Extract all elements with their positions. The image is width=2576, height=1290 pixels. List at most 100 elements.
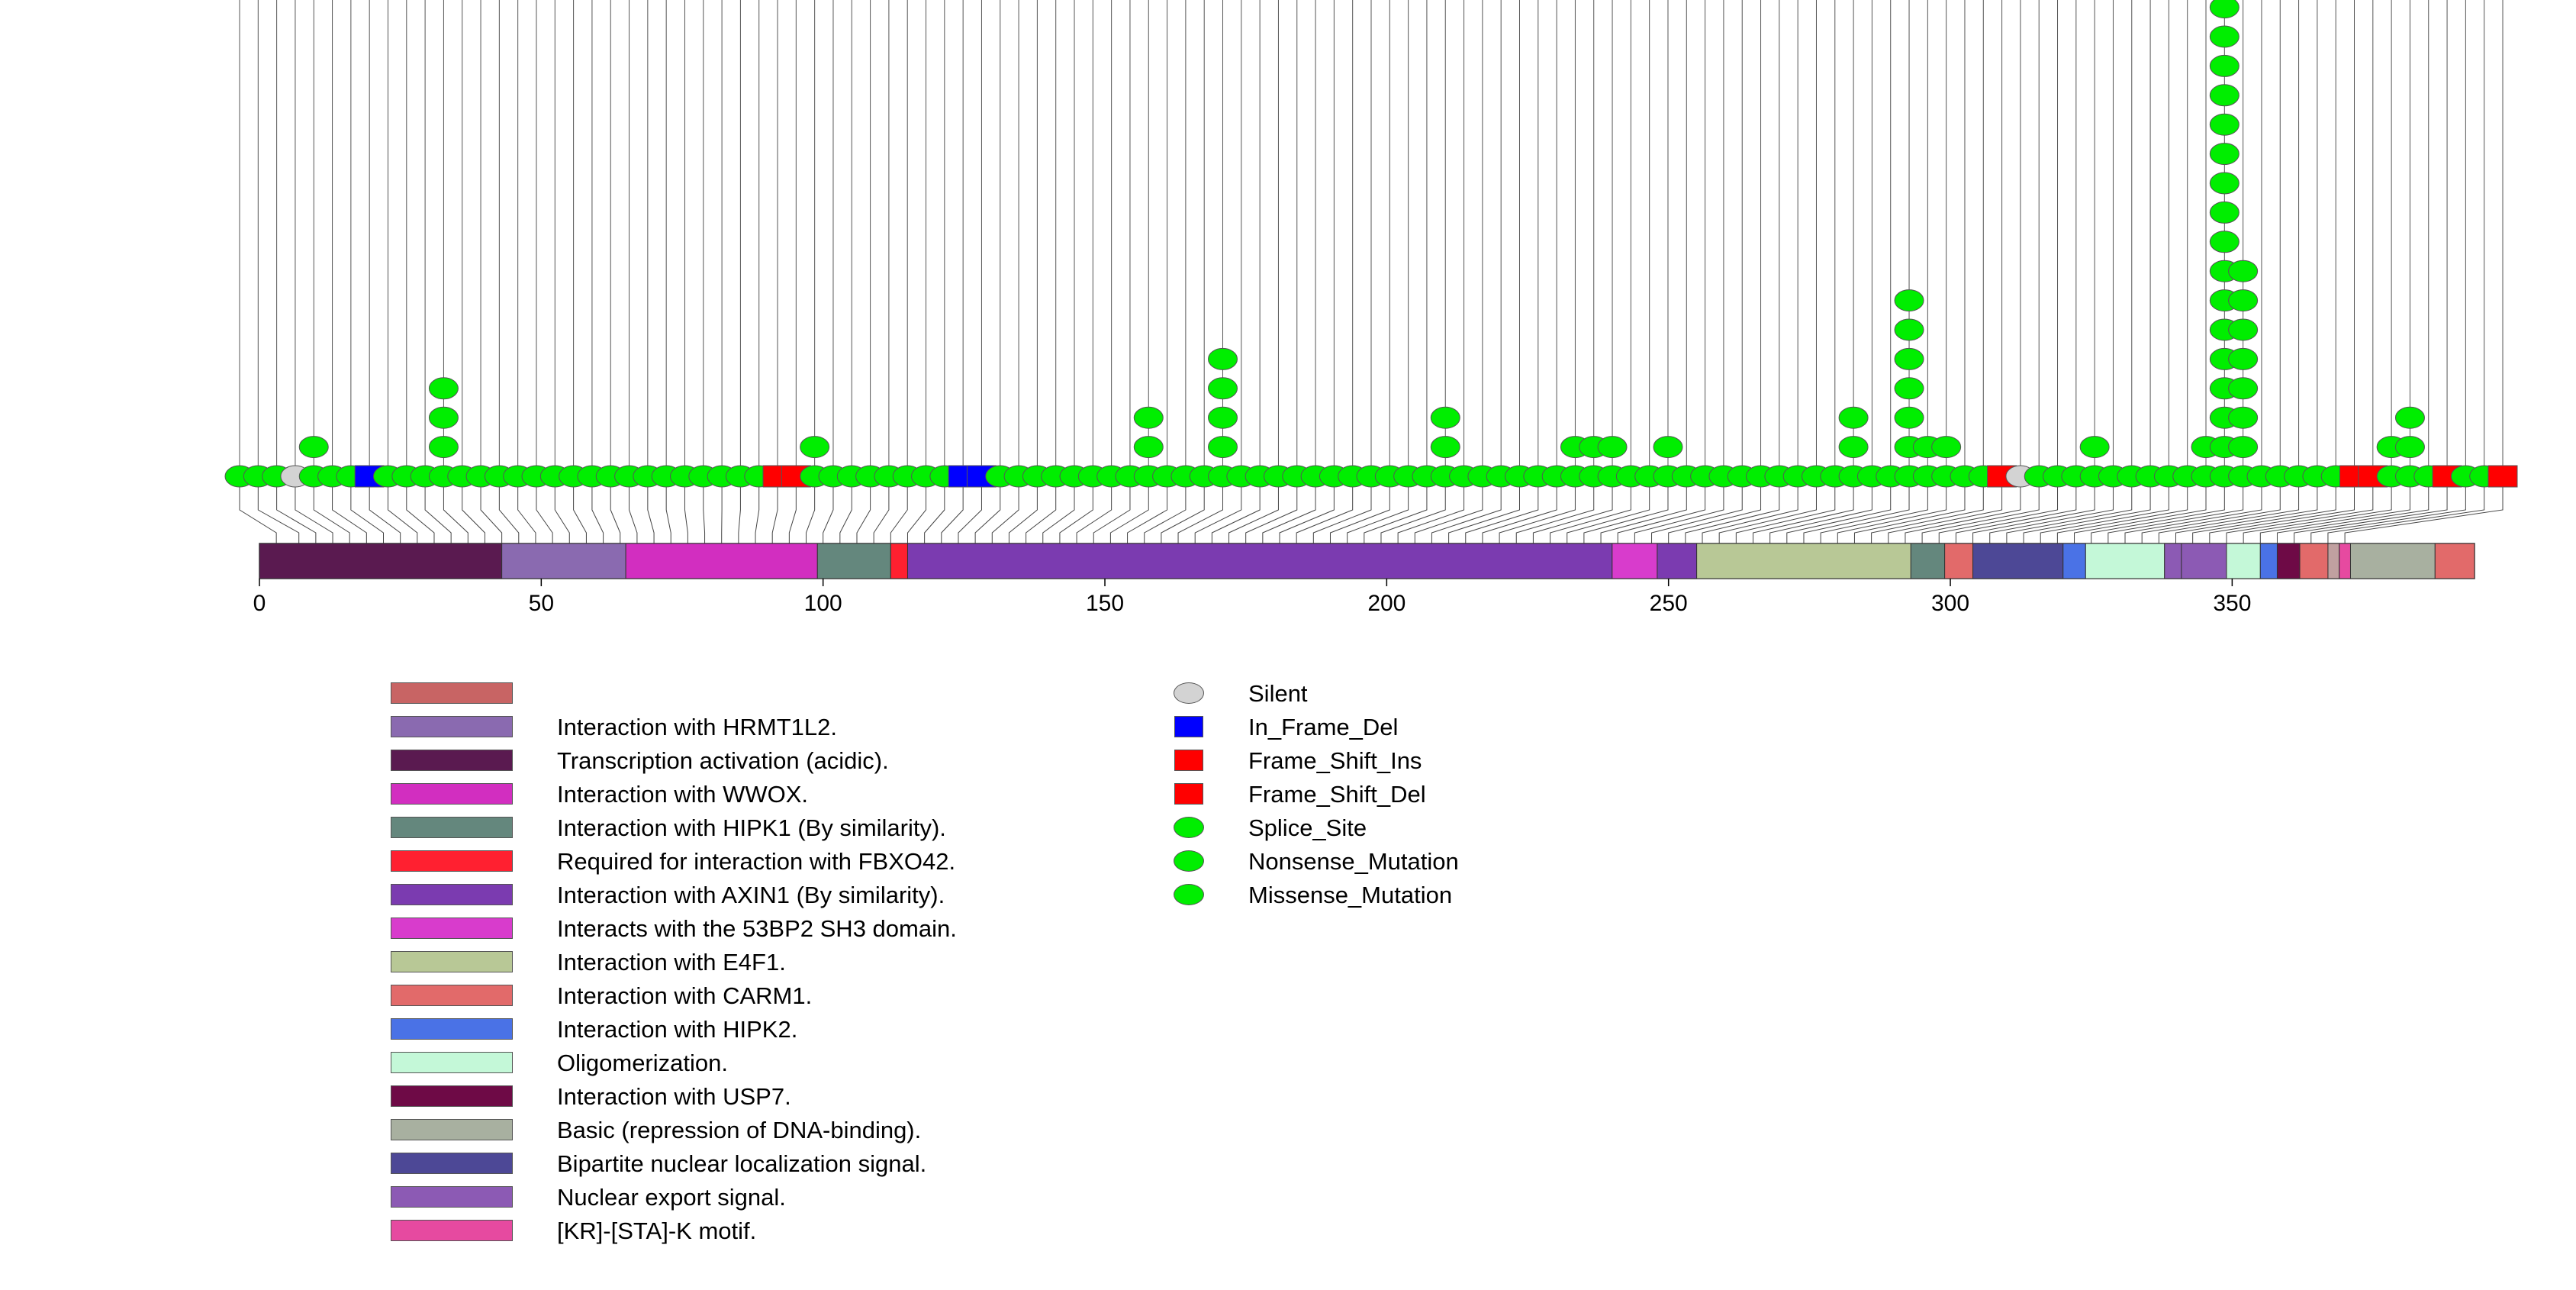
domain-legend-label-10: Interaction with HIPK2. [557, 1016, 798, 1043]
mutation-mark-53-4 [1208, 347, 1238, 370]
domain-legend-swatch-7 [391, 918, 513, 939]
mutation-mark-108-3 [2228, 377, 2259, 400]
domain-6 [1612, 543, 1658, 579]
mutation-legend-icon-1 [1174, 715, 1204, 738]
domain-legend-swatch-9 [391, 985, 513, 1006]
domain-17 [2259, 543, 2278, 579]
domain-10 [1944, 543, 1974, 579]
x-tick-label-7: 350 [2213, 591, 2251, 616]
domain-11 [1972, 543, 2064, 579]
domain-21 [2339, 543, 2351, 579]
domain-legend-swatch-8 [391, 951, 513, 972]
mutation-mark-90-5 [1894, 318, 1924, 341]
mutation-mark-107-11 [2209, 143, 2240, 166]
mutation-mark-90-6 [1894, 289, 1924, 312]
mutation-mark-90-3 [1894, 377, 1924, 400]
mutation-mark-108-2 [2228, 406, 2259, 429]
mutation-mark-65-1 [1430, 436, 1460, 459]
mutation-mark-87-2 [1838, 406, 1869, 429]
domain-legend-label-4: Interaction with HIPK1 (By similarity). [557, 814, 946, 841]
mutation-mark-53-2 [1208, 406, 1238, 429]
mutation-mark-90-2 [1894, 406, 1924, 429]
domain-legend-swatch-1 [391, 716, 513, 737]
x-tick-label-0: 0 [253, 591, 266, 616]
mutation-legend-label-0: Silent [1248, 680, 1308, 707]
domain-legend-label-8: Interaction with E4F1. [557, 949, 786, 976]
mutation-mark-122-0 [2487, 465, 2518, 488]
mutation-legend-label-1: In_Frame_Del [1248, 714, 1399, 740]
domain-13 [2085, 543, 2165, 579]
domain-legend-label-13: Basic (repression of DNA-binding). [557, 1117, 922, 1143]
domain-3 [816, 543, 891, 579]
domain-legend-label-9: Interaction with CARM1. [557, 982, 813, 1009]
mutation-mark-107-8 [2209, 231, 2240, 253]
x-tick-label-4: 200 [1367, 591, 1406, 616]
domain-legend-swatch-3 [391, 783, 513, 805]
domain-legend-label-11: Oligomerization. [557, 1050, 728, 1076]
domain-legend-label-3: Interaction with WWOX. [557, 781, 809, 808]
mutation-mark-107-10 [2209, 172, 2240, 195]
domain-legend-swatch-12 [391, 1085, 513, 1107]
domain-22 [2349, 543, 2436, 579]
mutation-mark-53-3 [1208, 377, 1238, 400]
mutation-mark-11-3 [428, 377, 459, 400]
mutation-legend-icon-5 [1174, 850, 1204, 872]
mutation-legend-label-6: Missense_Mutation [1248, 882, 1453, 908]
domain-legend-swatch-11 [391, 1052, 513, 1073]
mutation-mark-53-1 [1208, 436, 1238, 459]
domain-15 [2181, 543, 2227, 579]
mutation-mark-107-12 [2209, 113, 2240, 136]
mutation-legend-icon-4 [1174, 816, 1204, 839]
domain-legend-swatch-14 [391, 1153, 513, 1174]
mutation-mark-100-1 [2079, 436, 2110, 459]
domain-9 [1910, 543, 1946, 579]
mutation-legend-icon-2 [1174, 749, 1204, 772]
domain-legend-swatch-10 [391, 1018, 513, 1040]
mutation-mark-74-1 [1597, 436, 1628, 459]
mutation-legend-label-2: Frame_Shift_Ins [1248, 747, 1422, 774]
domain-legend-label-6: Interaction with AXIN1 (By similarity). [557, 882, 945, 908]
domain-legend-label-15: Nuclear export signal. [557, 1184, 786, 1211]
domain-legend-label-16: [KR]-[STA]-K motif. [557, 1217, 757, 1244]
domain-4 [890, 543, 908, 579]
domain-legend-label-14: Bipartite nuclear localization signal. [557, 1150, 927, 1177]
mutation-mark-49-1 [1133, 436, 1164, 459]
domain-8 [1696, 543, 1911, 579]
domain-5 [906, 543, 1613, 579]
domain-1 [501, 543, 626, 579]
mutation-mark-87-1 [1838, 436, 1869, 459]
mutation-mark-107-16 [2209, 0, 2240, 19]
domain-legend-swatch-13 [391, 1119, 513, 1140]
domain-legend-label-5: Required for interaction with FBXO42. [557, 848, 956, 875]
domain-12 [2062, 543, 2086, 579]
mutation-legend-icon-0 [1174, 682, 1204, 705]
mutation-mark-49-2 [1133, 406, 1164, 429]
mutation-legend-label-5: Nonsense_Mutation [1248, 848, 1459, 875]
stem-lines [239, 0, 2504, 579]
mutation-mark-108-4 [2228, 347, 2259, 370]
x-tick-label-1: 50 [529, 591, 554, 616]
domain-legend-swatch-5 [391, 850, 513, 872]
domain-20 [2327, 543, 2340, 579]
mutation-mark-108-6 [2228, 289, 2259, 312]
domain-14 [2164, 543, 2182, 579]
mutation-mark-31-1 [800, 436, 830, 459]
domain-legend-swatch-2 [391, 750, 513, 771]
domain-19 [2299, 543, 2329, 579]
mutation-mark-77-1 [1653, 436, 1683, 459]
mutation-markers [224, 0, 2518, 488]
mutation-mark-117-1 [2394, 436, 2425, 459]
domain-legend-swatch-6 [391, 884, 513, 905]
domain-legend-swatch-4 [391, 817, 513, 838]
domain-18 [2276, 543, 2301, 579]
mutation-mark-4-1 [298, 436, 329, 459]
domain-7 [1657, 543, 1698, 579]
mutation-mark-117-2 [2394, 406, 2425, 429]
protein-domain-track [259, 543, 2475, 579]
domain-legend-label-7: Interacts with the 53BP2 SH3 domain. [557, 915, 957, 942]
mutation-mark-11-2 [428, 406, 459, 429]
mutation-mark-65-2 [1430, 406, 1460, 429]
domain-legend-label-12: Interaction with USP7. [557, 1083, 791, 1110]
domain-2 [625, 543, 818, 579]
